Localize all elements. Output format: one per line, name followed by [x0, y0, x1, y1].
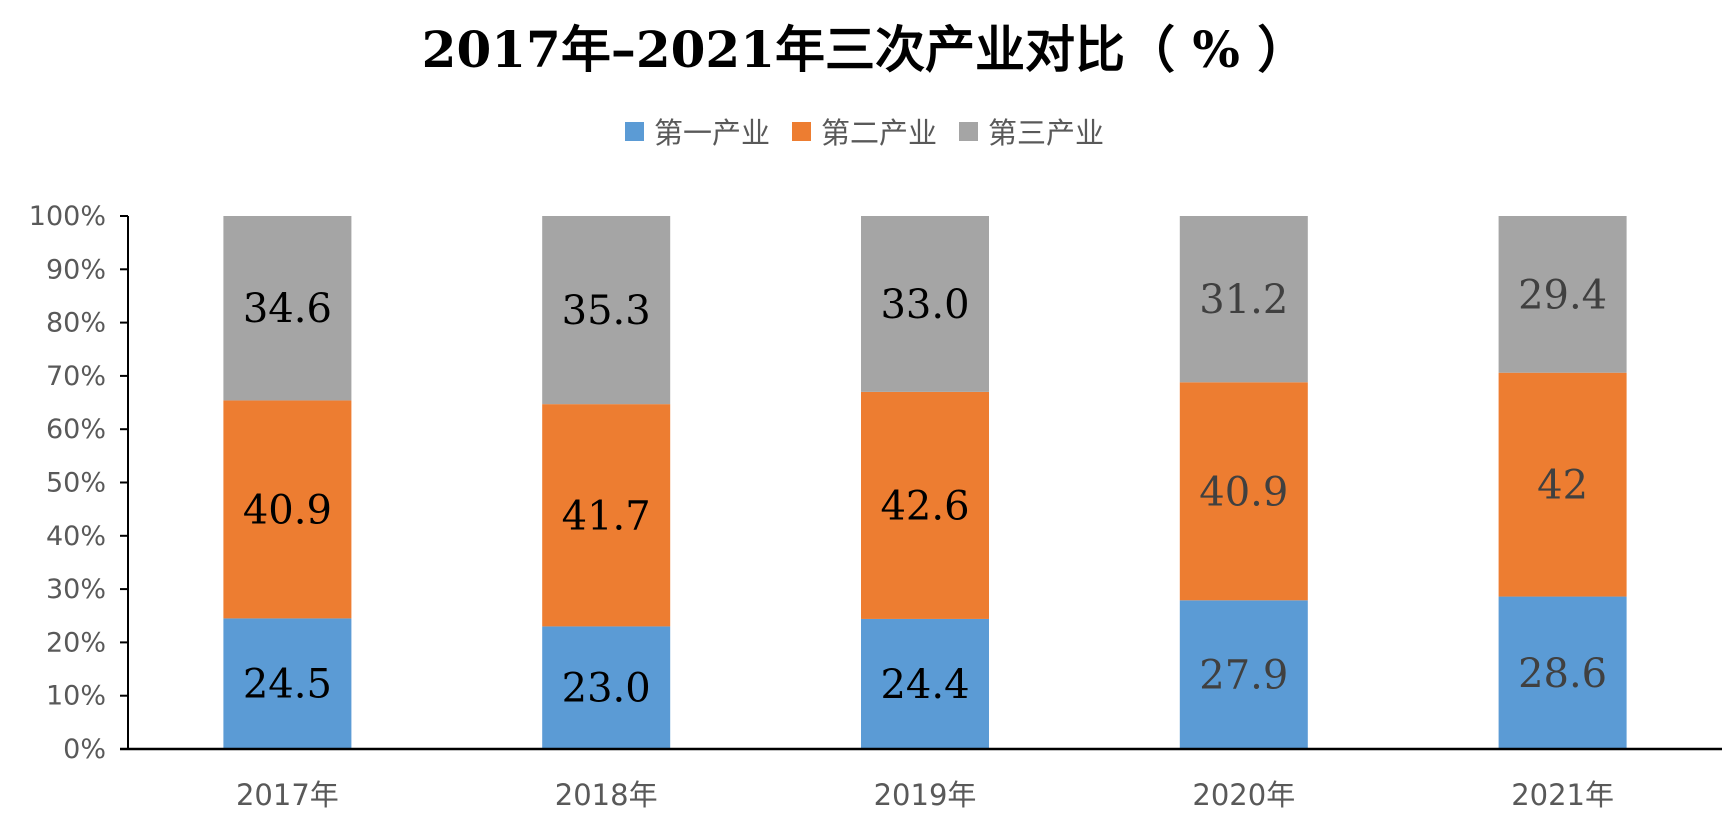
legend-label-primary: 第一产业 — [653, 116, 770, 150]
x-category-label: 2019年 — [874, 778, 977, 812]
y-tick-label: 30% — [46, 574, 106, 605]
bar-segment — [1179, 382, 1308, 601]
bar-segment — [223, 618, 352, 749]
data-label: 29.4 — [1518, 272, 1607, 318]
y-tick-label: 100% — [29, 201, 106, 232]
data-label: 33.0 — [880, 282, 969, 328]
data-label: 42.6 — [880, 483, 969, 529]
y-tick-label: 60% — [46, 414, 106, 445]
bar-segment — [1498, 216, 1627, 373]
data-label: 23.0 — [562, 666, 651, 712]
legend-item-primary: 第一产业 — [624, 110, 770, 152]
legend-item-tertiary: 第三产业 — [959, 110, 1104, 152]
data-label: 31.2 — [1199, 277, 1288, 323]
x-category-label: 2021年 — [1511, 778, 1614, 812]
data-label: 42 — [1537, 463, 1588, 509]
data-label: 27.9 — [1199, 653, 1288, 699]
data-label: 35.3 — [562, 288, 651, 334]
bar-segment — [223, 216, 352, 401]
bar-segment — [542, 216, 671, 405]
legend-label-tertiary: 第三产业 — [988, 116, 1105, 150]
bar-segment — [1179, 600, 1308, 749]
legend: 第一产业 第二产业 第三产业 — [0, 110, 1729, 152]
y-tick-label: 70% — [46, 361, 106, 392]
bar-segment — [1498, 372, 1627, 597]
bar-segment — [861, 216, 989, 392]
y-tick-label: 10% — [46, 681, 106, 712]
legend-swatch-primary — [624, 121, 644, 141]
data-label: 34.6 — [243, 286, 332, 332]
data-label: 24.5 — [243, 662, 332, 708]
y-tick-label: 50% — [46, 468, 106, 499]
data-label: 24.4 — [880, 662, 969, 708]
bar-segment — [1179, 216, 1308, 383]
legend-label-secondary: 第二产业 — [820, 116, 937, 150]
bar-segment — [861, 391, 989, 619]
data-label: 41.7 — [562, 493, 651, 539]
legend-item-secondary: 第二产业 — [791, 110, 937, 152]
legend-swatch-secondary — [791, 121, 811, 141]
y-tick-label: 90% — [46, 254, 106, 285]
y-tick-label: 0% — [63, 734, 106, 765]
bar-segment — [1498, 596, 1627, 749]
data-label: 28.6 — [1518, 651, 1607, 697]
y-tick-label: 80% — [46, 308, 106, 339]
y-tick-label: 40% — [46, 521, 106, 552]
bar-segment — [542, 626, 671, 749]
legend-swatch-tertiary — [959, 121, 978, 141]
x-category-label: 2017年 — [236, 778, 339, 812]
bar-segment — [542, 404, 671, 627]
data-label: 40.9 — [1199, 469, 1288, 515]
x-category-label: 2018年 — [555, 778, 658, 812]
y-tick-label: 20% — [46, 627, 106, 658]
x-category-label: 2020年 — [1192, 778, 1295, 812]
bar-segment — [861, 618, 989, 749]
bar-segment — [223, 400, 352, 619]
data-label: 40.9 — [243, 487, 332, 533]
chart-title: 2017年–2021年三次产业对比（ % ） — [421, 20, 1308, 79]
